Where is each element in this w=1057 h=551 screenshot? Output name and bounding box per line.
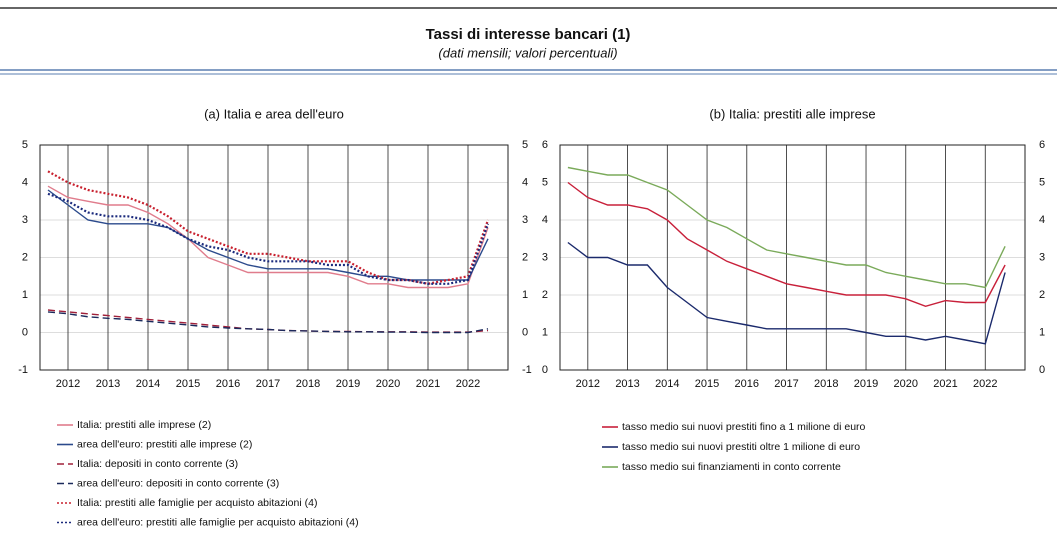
x-tick-label: 2015: [176, 378, 200, 390]
x-tick-label: 2022: [456, 378, 480, 390]
y2-tick-label: 3: [522, 214, 528, 226]
x-tick-label: 2016: [735, 378, 759, 390]
plot-frame: [559, 144, 1026, 371]
series-line: [47, 311, 489, 334]
y-tick-label: 3: [22, 214, 28, 226]
x-tick-label: 2013: [615, 378, 639, 390]
series-line: [567, 241, 1006, 345]
y-tick-label: 5: [22, 139, 28, 151]
x-tick-label: 2022: [973, 378, 997, 390]
y2-tick-label: 2: [1039, 289, 1045, 301]
legend-label: tasso medio sui finanziamenti in conto c…: [622, 461, 841, 473]
x-tick-label: 2015: [695, 378, 719, 390]
series-line: [567, 166, 1006, 289]
legend-label: tasso medio sui nuovi prestiti oltre 1 m…: [622, 441, 860, 453]
panel-title: (a) Italia e area dell'euro: [204, 106, 344, 121]
y-tick-label: 4: [22, 176, 28, 188]
x-tick-label: 2019: [336, 378, 360, 390]
y2-tick-label: 3: [1039, 251, 1045, 263]
y2-tick-label: 1: [522, 289, 528, 301]
x-tick-label: 2019: [854, 378, 878, 390]
legend-label: area dell'euro: depositi in conto corren…: [77, 477, 279, 489]
legend-label: Italia: prestiti alle imprese (2): [77, 419, 211, 431]
y-tick-label: 3: [542, 251, 548, 263]
x-tick-label: 2014: [136, 378, 160, 390]
legend-label: tasso medio sui nuovi prestiti fino a 1 …: [622, 421, 866, 433]
series-line: [47, 185, 489, 289]
subtitle: (dati mensili; valori percentuali): [438, 45, 617, 60]
y-tick-label: 1: [22, 289, 28, 301]
x-tick-label: 2018: [814, 378, 838, 390]
plot-frame: [39, 144, 509, 371]
series-line: [47, 189, 489, 281]
y-tick-label: 2: [22, 251, 28, 263]
y-tick-label: 2: [542, 289, 548, 301]
legend-label: area dell'euro: prestiti alle famiglie p…: [77, 516, 359, 528]
legend-label: Italia: prestiti alle famiglie per acqui…: [77, 497, 317, 509]
x-tick-label: 2020: [376, 378, 400, 390]
x-tick-label: 2014: [655, 378, 679, 390]
y2-tick-label: -1: [522, 364, 532, 376]
x-tick-label: 2012: [56, 378, 80, 390]
y2-tick-label: 1: [1039, 326, 1045, 338]
y2-tick-label: 0: [1039, 364, 1045, 376]
y-tick-label: 0: [542, 364, 548, 376]
x-tick-label: 2017: [774, 378, 798, 390]
y-tick-label: 5: [542, 176, 548, 188]
y2-tick-label: 6: [1039, 139, 1045, 151]
y2-tick-label: 5: [522, 139, 528, 151]
x-tick-label: 2021: [416, 378, 440, 390]
x-tick-label: 2021: [933, 378, 957, 390]
y-tick-label: -1: [18, 364, 28, 376]
series-line: [47, 192, 490, 285]
x-tick-label: 2016: [216, 378, 240, 390]
x-tick-label: 2018: [296, 378, 320, 390]
y2-tick-label: 4: [522, 176, 528, 188]
y-tick-label: 6: [542, 139, 548, 151]
legend-label: area dell'euro: prestiti alle imprese (2…: [77, 438, 252, 450]
title: Tassi di interesse bancari (1): [426, 26, 631, 43]
x-tick-label: 2012: [576, 378, 600, 390]
y-tick-label: 4: [542, 214, 548, 226]
panel-title: (b) Italia: prestiti alle imprese: [709, 106, 875, 121]
y-tick-label: 0: [22, 326, 28, 338]
y-tick-label: 1: [542, 326, 548, 338]
x-tick-label: 2013: [96, 378, 120, 390]
x-tick-label: 2017: [256, 378, 280, 390]
series-line: [567, 181, 1006, 308]
y2-tick-label: 2: [522, 251, 528, 263]
y2-tick-label: 5: [1039, 176, 1045, 188]
x-tick-label: 2020: [894, 378, 918, 390]
y2-tick-label: 0: [522, 326, 528, 338]
y2-tick-label: 4: [1039, 214, 1045, 226]
legend-label: Italia: depositi in conto corrente (3): [77, 458, 238, 470]
